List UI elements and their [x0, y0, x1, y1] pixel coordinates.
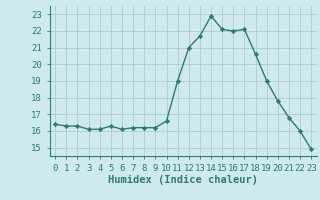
- X-axis label: Humidex (Indice chaleur): Humidex (Indice chaleur): [108, 175, 258, 185]
